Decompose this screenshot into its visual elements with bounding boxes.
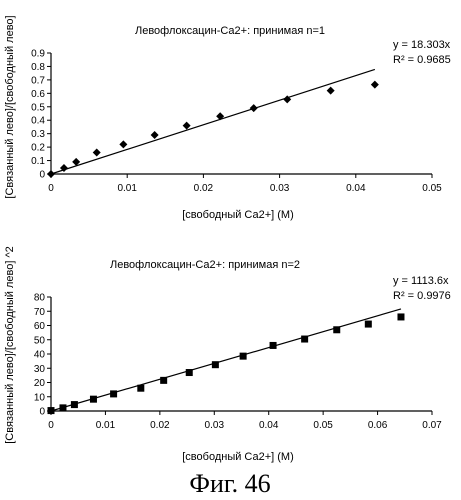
- chart-2-x-tick-label: 0.06: [368, 420, 388, 431]
- chart-2-x-tick-label: 0.01: [96, 420, 116, 431]
- chart-1-x-axis-label: [свободный Са2+] (М): [182, 209, 294, 221]
- chart-2-data-point: [269, 341, 277, 349]
- chart-1-y-tick-label: 0.6: [31, 89, 45, 100]
- chart-2-x-axis-label: [свободный Са2+] (М): [182, 451, 294, 463]
- chart-2-data-point: [185, 369, 193, 377]
- chart-1-y-tick-label: 0.5: [31, 102, 45, 113]
- figure-caption: Фиг. 46: [189, 469, 270, 498]
- chart-2-x-tick-label: 0.04: [259, 420, 279, 431]
- chart-1-ticks: 0 0.1 0.2 0.3 0.4 0.5 0.6 0.7 0.8 0.9 0 0.01 0.02 0.0…: [31, 49, 442, 195]
- chart-2-data-point: [211, 361, 219, 369]
- chart-1-x-tick-label: 0.05: [422, 183, 442, 194]
- chart-2-r2: R² = 0.9976: [393, 290, 451, 302]
- chart-1-data-point: [92, 148, 101, 157]
- chart-2-y-tick-label: 70: [34, 307, 46, 318]
- chart-1-x-tick-label: 0.04: [346, 183, 366, 194]
- chart-2-y-tick-label: 40: [34, 350, 46, 361]
- chart-2-y-tick-label: 10: [34, 392, 46, 403]
- chart-1-y-tick-label: 0.1: [31, 156, 45, 167]
- chart-2-trendline: [50, 308, 402, 412]
- chart-1: Левофлоксацин-Са2+: принимая n=1 y = 18.…: [4, 15, 451, 221]
- chart-1-marks: [47, 68, 379, 178]
- chart-1-y-tick-label: 0.8: [31, 62, 45, 73]
- chart-2-data-point: [160, 376, 168, 384]
- chart-2-y-tick-label: 50: [34, 335, 46, 346]
- chart-2-y-tick-label: 0: [39, 407, 45, 418]
- chart-1-y-tick-label: 0.4: [31, 116, 45, 127]
- chart-2-data-point: [137, 384, 145, 392]
- chart-1-data-point: [47, 170, 55, 178]
- chart-1-x-tick-label: 0.01: [117, 183, 137, 194]
- chart-2-y-tick-label: 60: [34, 321, 46, 332]
- chart-2-data-point: [397, 313, 405, 321]
- chart-2-data-point: [110, 390, 118, 398]
- chart-1-data-point: [283, 95, 292, 104]
- chart-2: Левофлоксацин-Са2+: принимая n=2 y = 111…: [4, 246, 451, 463]
- chart-1-data-point: [182, 121, 191, 130]
- chart-2-data-point: [364, 320, 372, 328]
- chart-1-r2: R² = 0.9685: [393, 54, 451, 66]
- chart-1-data-point: [119, 140, 128, 149]
- chart-2-data-point: [59, 404, 67, 412]
- chart-1-x-tick-label: 0.02: [194, 183, 214, 194]
- chart-1-equation: y = 18.303x: [393, 39, 451, 51]
- chart-2-data-point: [301, 335, 309, 343]
- chart-2-marks: [47, 308, 405, 415]
- chart-2-data-point: [239, 352, 247, 360]
- chart-2-title: Левофлоксацин-Са2+: принимая n=2: [110, 259, 300, 271]
- chart-2-y-tick-label: 80: [34, 293, 46, 304]
- chart-1-y-tick-label: 0.9: [31, 49, 45, 60]
- chart-1-data-point: [150, 131, 159, 140]
- chart-2-equation: y = 1113.6x: [393, 275, 449, 287]
- chart-1-y-tick-label: 0.7: [31, 75, 45, 86]
- chart-2-x-tick-label: 0.03: [205, 420, 225, 431]
- chart-1-x-tick-label: 0: [48, 183, 54, 194]
- chart-1-y-tick-label: 0.2: [31, 143, 45, 154]
- chart-2-y-tick-label: 30: [34, 364, 46, 375]
- chart-1-data-point: [72, 157, 81, 166]
- chart-2-x-tick-label: 0.05: [313, 420, 333, 431]
- chart-1-y-tick-label: 0: [39, 170, 45, 181]
- chart-1-data-point: [216, 112, 225, 121]
- chart-2-y-axis-label: [Связанный лево]/[свободный лево] ^2: [4, 246, 16, 444]
- chart-1-y-tick-label: 0.3: [31, 129, 45, 140]
- chart-1-y-axis-label: [Связанный лево]/[свободный лево]: [4, 15, 16, 198]
- chart-1-data-point: [326, 86, 335, 95]
- chart-1-data-point: [59, 163, 68, 172]
- chart-2-x-tick-label: 0: [48, 420, 54, 431]
- chart-2-data-point: [89, 395, 97, 403]
- chart-2-data-point: [47, 407, 55, 415]
- chart-1-data-point: [370, 80, 379, 89]
- chart-2-y-tick-label: 20: [34, 378, 46, 389]
- chart-2-ticks: 0 10 20 30 40 50 60 70 80 0 0.01 0.02 0.03 0.04 0.05 0.…: [34, 293, 442, 432]
- chart-2-x-tick-label: 0.02: [150, 420, 170, 431]
- chart-1-x-tick-label: 0.03: [270, 183, 290, 194]
- chart-1-trendline: [50, 68, 376, 175]
- chart-2-data-point: [333, 326, 341, 334]
- chart-1-data-point: [249, 104, 258, 113]
- chart-1-title: Левофлоксацин-Са2+: принимая n=1: [135, 25, 325, 37]
- chart-2-x-tick-label: 0.07: [422, 420, 442, 431]
- chart-1-axes: [50, 53, 432, 175]
- chart-2-data-point: [70, 401, 78, 409]
